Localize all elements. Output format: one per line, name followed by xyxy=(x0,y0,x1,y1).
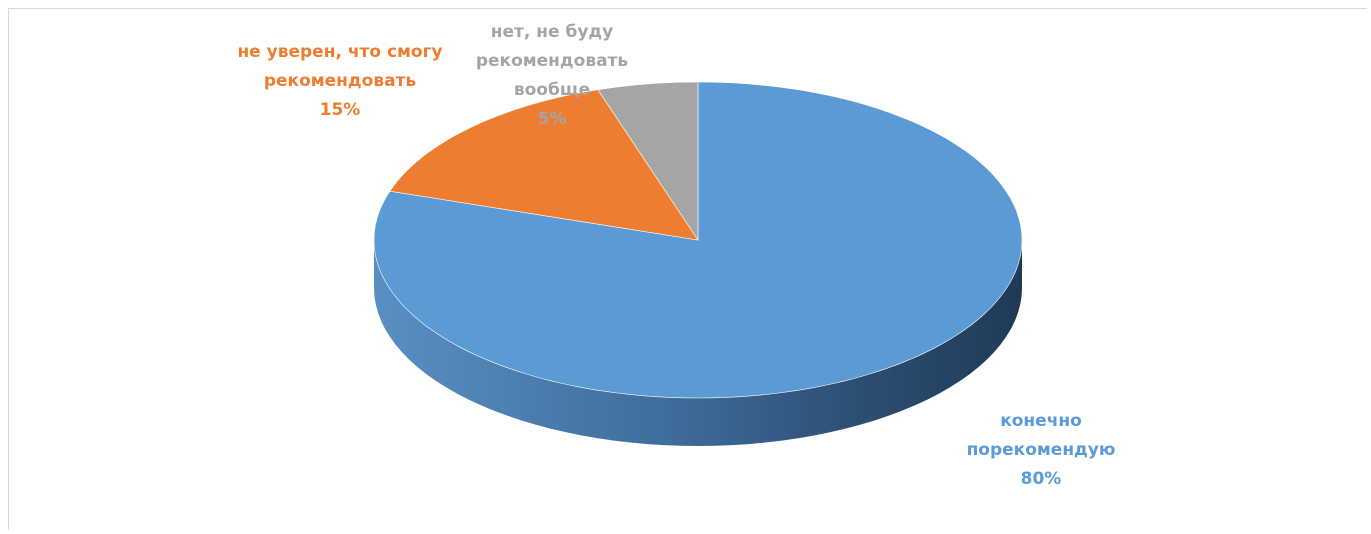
pie-slice-3 xyxy=(597,81,699,241)
data-label-text-1-2: порекомендую xyxy=(967,440,1116,460)
pie-top-faces xyxy=(373,81,1023,399)
chart-area xyxy=(8,8,1367,530)
data-label-value-1: 80% xyxy=(1021,469,1062,489)
data-label-text-2-1: не уверен, что смогу xyxy=(237,42,442,62)
data-label-text-3-1: нет, не буду xyxy=(491,22,613,42)
data-label-text-3-3: вообще xyxy=(514,80,590,100)
data-label-text-1-1: конечно xyxy=(1000,411,1082,431)
data-label-value-2: 15% xyxy=(320,100,361,120)
pie-side-1 xyxy=(374,240,1022,446)
data-label-text-2-2: рекомендовать xyxy=(264,71,416,91)
pie-slice-2 xyxy=(389,89,699,241)
data-label-value-3: 5% xyxy=(538,109,567,129)
data-label-text-3-2: рекомендовать xyxy=(476,51,628,71)
pie-side-walls xyxy=(374,240,1022,446)
pie-data-labels: конечно порекомендую 80% не уверен, что смо… xyxy=(237,22,1115,489)
